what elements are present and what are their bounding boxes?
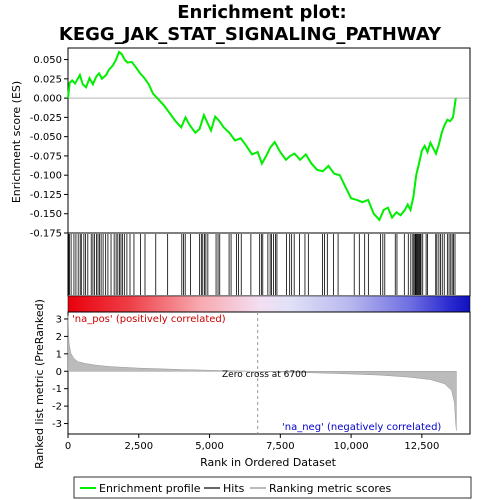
es-y-tick-label: -0.075 <box>30 151 62 162</box>
x-tick-label: 2,500 <box>124 441 153 452</box>
es-y-ticks: 0.050 0.025 0.000 -0.025 -0.050 -0.075 -0.100 -… <box>30 55 68 240</box>
chart-title-line2: KEGG_JAK_STAT_SIGNALING_PATHWAY <box>59 24 442 45</box>
neg-correlated-label: 'na_neg' (negatively correlated) <box>282 422 441 433</box>
es-y-tick-label: -0.175 <box>30 229 62 240</box>
legend-enrichment-label: Enrichment profile <box>99 482 201 495</box>
rank-y-ticks: 3 2 1 0 -1 -2 -3 <box>52 314 68 430</box>
pos-correlated-label: 'na_pos' (positively correlated) <box>72 314 226 325</box>
hits-panel-frame <box>67 232 471 297</box>
x-axis-label: Rank in Ordered Dataset <box>200 456 337 469</box>
x-tick-label: 12,500 <box>404 441 439 452</box>
x-tick-label: 0 <box>65 441 71 452</box>
rank-y-tick-label: -1 <box>52 384 62 395</box>
rank-y-tick-label: -3 <box>52 419 62 430</box>
x-tick-label: 10,000 <box>334 441 369 452</box>
hit-marks <box>68 234 456 295</box>
es-y-tick-label: 0.050 <box>33 55 62 66</box>
rank-y-tick-label: 2 <box>56 332 62 343</box>
es-y-tick-label: 0.025 <box>33 74 62 85</box>
rank-y-tick-label: 0 <box>56 367 62 378</box>
es-panel-frame <box>67 47 471 234</box>
legend-box <box>73 476 472 499</box>
x-axis-ticks: 0 2,500 5,000 7,500 10,000 12,500 <box>65 434 439 452</box>
enrichment-profile-line <box>67 50 457 222</box>
x-tick-label: 7,500 <box>266 441 295 452</box>
legend-metric-label: Ranking metric scores <box>269 482 391 495</box>
ranking-metric-area <box>67 315 457 431</box>
rank-color-bar <box>67 295 471 313</box>
hits-panel <box>67 232 471 297</box>
legend: Enrichment profile Hits Ranking metric s… <box>73 476 472 499</box>
es-panel: 0.050 0.025 0.000 -0.025 -0.050 -0.075 -0.100 -… <box>10 47 471 240</box>
es-y-tick-label: -0.050 <box>30 132 62 143</box>
es-y-tick-label: -0.150 <box>30 209 62 220</box>
es-y-tick-label: -0.125 <box>30 190 62 201</box>
rank-y-tick-label: -2 <box>52 402 62 413</box>
es-y-axis-label: Enrichment score (ES) <box>10 81 23 203</box>
x-tick-label: 5,000 <box>195 441 224 452</box>
rank-y-axis-label: Ranked list metric (PreRanked) <box>33 299 46 469</box>
zero-cross-label: Zero cross at 6700 <box>222 370 307 380</box>
rank-y-tick-label: 3 <box>56 314 62 325</box>
es-y-tick-label: 0.000 <box>33 94 62 105</box>
rank-panel: 3 2 1 0 -1 -2 -3 'na_pos' (positively correlat… <box>33 299 471 469</box>
chart-title-line1: Enrichment plot: <box>177 2 347 23</box>
es-y-tick-label: -0.100 <box>30 171 62 182</box>
es-y-tick-label: -0.025 <box>30 113 62 124</box>
legend-hits-label: Hits <box>223 482 245 495</box>
rank-y-tick-label: 1 <box>56 349 62 360</box>
